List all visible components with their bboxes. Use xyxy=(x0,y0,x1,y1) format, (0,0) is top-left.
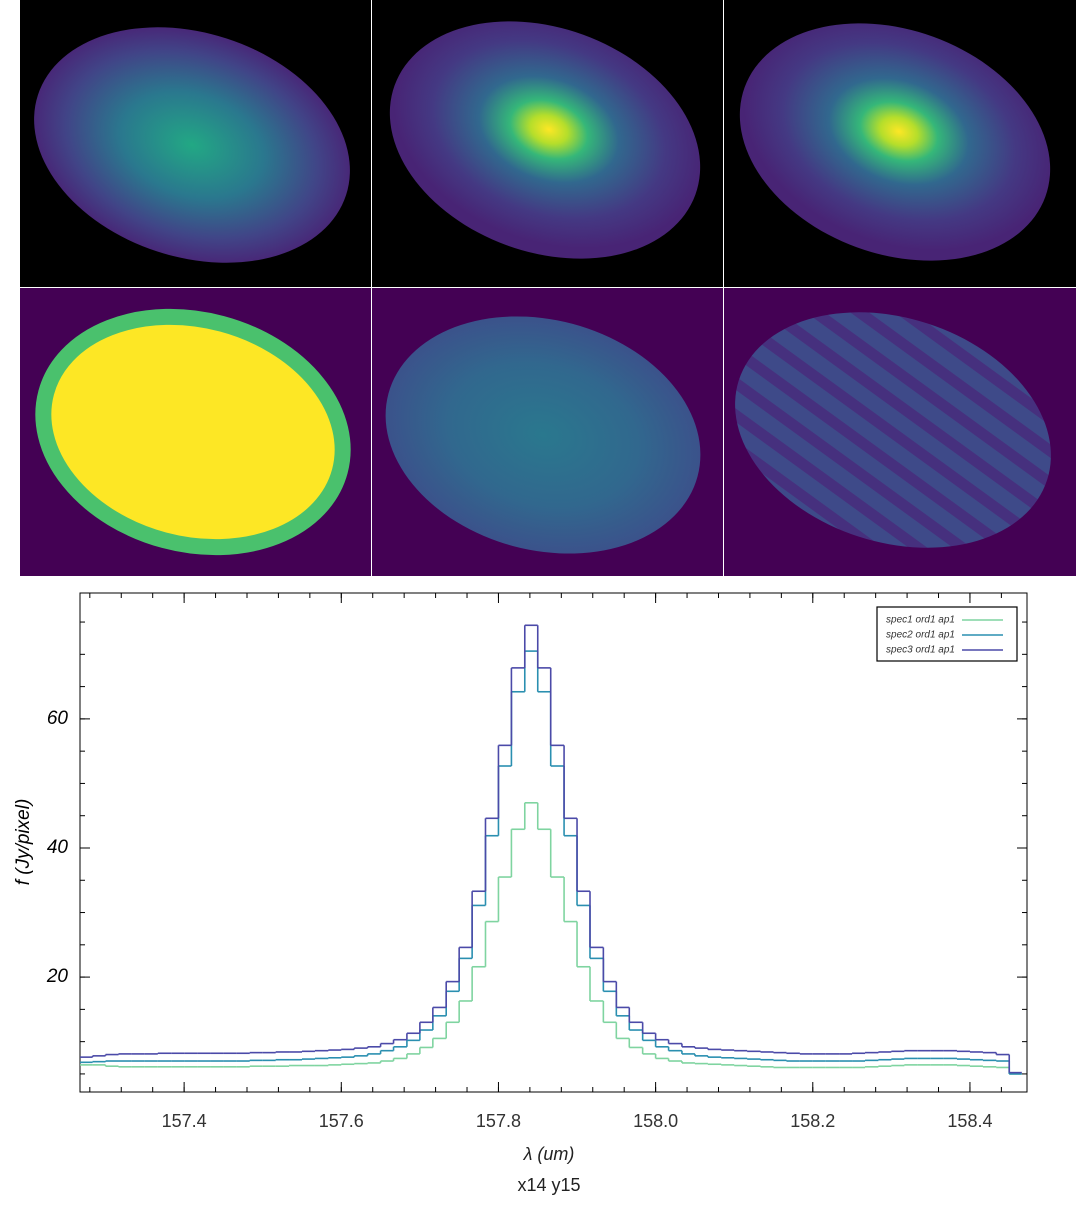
y-tick-label: 20 xyxy=(46,966,69,987)
image-panels xyxy=(20,0,1076,576)
y-axis-label: f (Jy/pixel) xyxy=(13,799,34,886)
image-blob xyxy=(35,308,351,556)
legend-label: spec2 ord1 ap1 xyxy=(886,630,955,641)
legend-label: spec1 ord1 ap1 xyxy=(886,615,955,626)
y-tick-label: 60 xyxy=(47,708,69,729)
x-tick-label: 158.4 xyxy=(947,1111,992,1131)
plot-frame xyxy=(79,592,1028,1093)
legend-label: spec3 ord1 ap1 xyxy=(886,645,955,656)
x-tick-label: 157.6 xyxy=(319,1111,364,1131)
x-tick-label: 158.0 xyxy=(633,1111,678,1131)
image-blob xyxy=(739,23,1051,261)
caption: x14 y15 xyxy=(517,1175,580,1195)
x-tick-label: 157.4 xyxy=(162,1111,207,1131)
x-tick-label: 157.8 xyxy=(476,1111,521,1131)
x-tick-label: 158.2 xyxy=(790,1111,835,1131)
image-blob xyxy=(34,27,350,263)
plot-area xyxy=(80,624,1022,1075)
series xyxy=(80,624,1022,1074)
image-blob xyxy=(735,312,1051,548)
x-axis-label: λ (um) xyxy=(523,1144,575,1164)
image-blob xyxy=(385,316,701,554)
y-tick-label: 40 xyxy=(47,837,69,858)
image-blob xyxy=(389,21,701,259)
legend-box xyxy=(876,606,1018,662)
